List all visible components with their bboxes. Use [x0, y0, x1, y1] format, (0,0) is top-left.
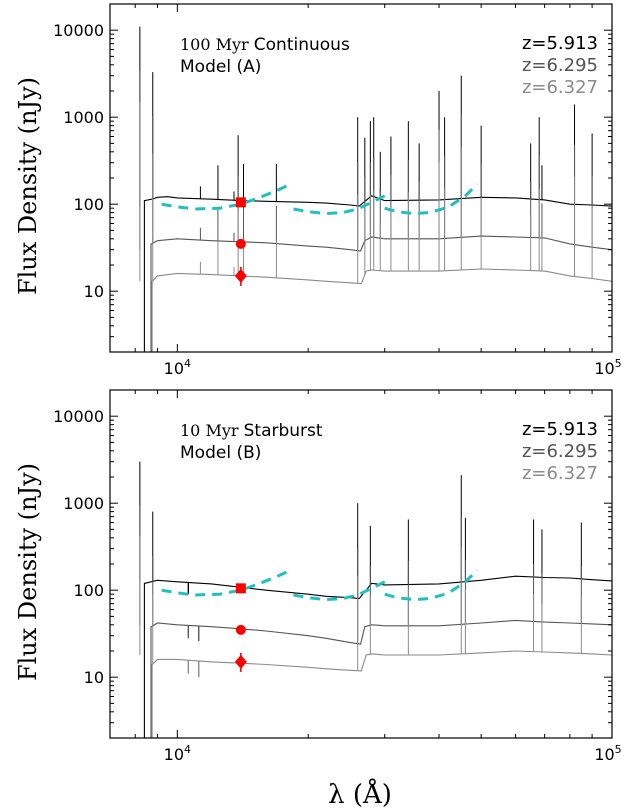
p1-filter-curve-0 [161, 569, 289, 597]
p0-xtick-label-1: 105 [594, 357, 621, 378]
p0-point-2 [234, 268, 247, 283]
p1-series-2-line [151, 650, 612, 738]
p0-annotation-line2: Model (A) [180, 57, 261, 77]
p1-point-1 [235, 624, 246, 635]
p0-ytick-label-0: 10 [84, 282, 104, 301]
p1-ytick-label-1: 100 [73, 581, 104, 600]
p1-annotation-line1: 10 Myr Starburst [180, 421, 323, 441]
p1-ytick-label-3: 10000 [53, 407, 104, 426]
p0-xtick-label-0: 104 [164, 357, 191, 378]
y-axis-title-top: Flux Density (nJy) [14, 77, 42, 295]
p0-legend-entry-0: z=5.913 [522, 33, 598, 54]
p0-point-0 [235, 197, 246, 208]
p1-legend-entry-1: z=6.295 [522, 441, 598, 462]
panel-a-chart: 10 100 1000 10000 104 105 100 Myr ContinuousMo… [53, 3, 622, 378]
p0-filter-curve-2 [384, 183, 479, 216]
p1-series-1-line [150, 619, 612, 738]
p0-ytick-label-1: 100 [73, 195, 104, 214]
x-axis-title: λ (Å) [328, 778, 392, 810]
p0-annotation-line1: 100 Myr Continuous [180, 35, 350, 55]
p1-filter-curve-1 [293, 577, 392, 602]
panel-b-chart: 10 100 1000 10000 104 105 10 Myr StarburstMode… [53, 389, 622, 764]
p1-ytick-label-2: 1000 [63, 494, 104, 513]
p1-filter-curve-2 [384, 569, 479, 602]
p1-ytick-label-0: 10 [84, 668, 104, 687]
p0-filter-curve-0 [161, 183, 289, 211]
p1-point-0 [235, 583, 246, 594]
p1-plot-area [139, 461, 612, 738]
p0-plot-area [139, 26, 612, 352]
y-axis-title-bottom: Flux Density (nJy) [14, 463, 42, 681]
p0-series-1-line [150, 235, 612, 352]
p1-legend-entry-2: z=6.327 [522, 463, 598, 484]
p1-xtick-label-1: 105 [594, 743, 621, 764]
p0-ytick-label-2: 1000 [63, 108, 104, 127]
p1-point-2 [234, 654, 247, 669]
p0-filter-curve-1 [293, 191, 392, 216]
p1-annotation-line2: Model (B) [180, 443, 261, 463]
p0-series-2-line [151, 268, 612, 352]
p0-series-0-line [143, 195, 612, 352]
p1-xtick-label-0: 104 [164, 743, 191, 764]
p1-legend-entry-0: z=5.913 [522, 419, 598, 440]
p0-point-1 [235, 238, 246, 249]
p0-ytick-label-3: 10000 [53, 21, 104, 40]
p0-legend-entry-2: z=6.327 [522, 77, 598, 98]
p0-legend-entry-1: z=6.295 [522, 55, 598, 76]
